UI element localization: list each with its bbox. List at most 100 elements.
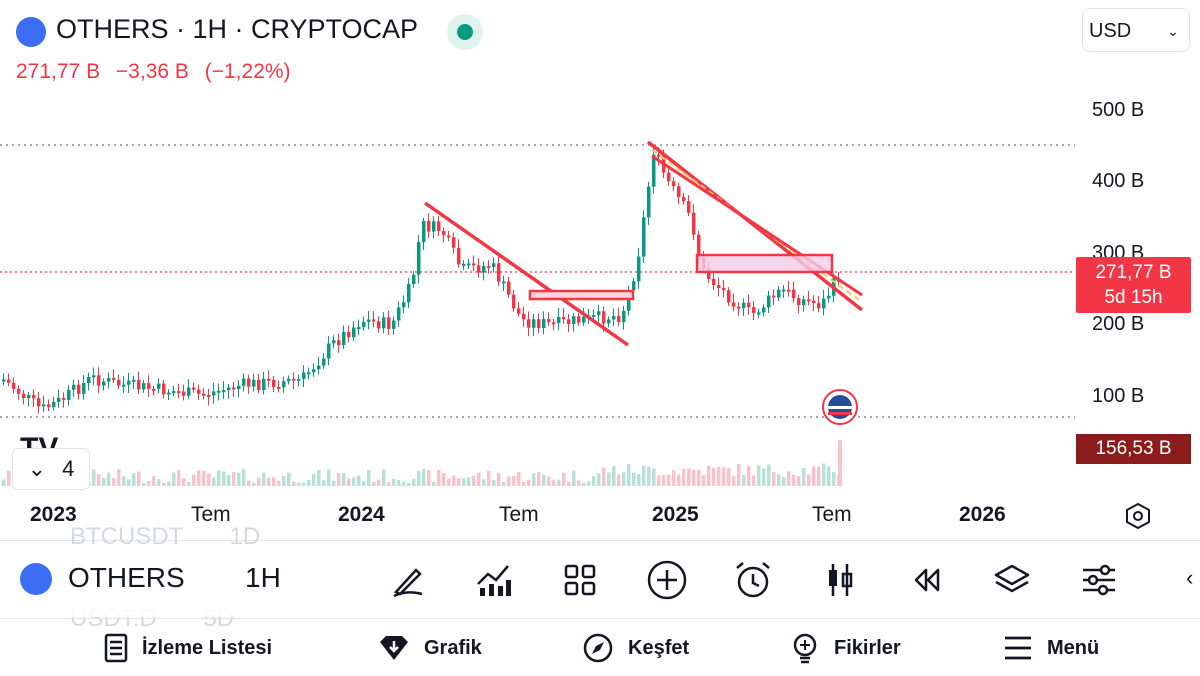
candle-body xyxy=(727,290,731,303)
replay-icon[interactable] xyxy=(904,558,948,602)
candle-body xyxy=(167,392,171,395)
candle-body xyxy=(117,379,121,386)
candle-body xyxy=(572,316,576,325)
volume-bar xyxy=(432,482,436,486)
candle-body xyxy=(682,196,686,202)
candle-body xyxy=(152,388,156,391)
volume-bar xyxy=(232,472,236,486)
nav-ideas[interactable]: Fikirler xyxy=(790,632,901,664)
candles-icon[interactable] xyxy=(818,558,862,602)
candle-body xyxy=(302,372,306,379)
currency-select[interactable]: USD ⌄ xyxy=(1082,8,1190,52)
candle-body xyxy=(327,343,331,359)
candle-body xyxy=(547,319,551,323)
volume-bar xyxy=(292,481,296,486)
nav-chart[interactable]: Grafik xyxy=(378,632,482,664)
toolbar-interval[interactable]: 1H xyxy=(245,562,281,593)
volume-bar xyxy=(772,472,776,486)
volume-bar xyxy=(197,470,201,486)
resistance-zone-2024[interactable] xyxy=(528,289,635,301)
volume-bar xyxy=(152,476,156,486)
volume-bar xyxy=(562,472,566,486)
chart-icon xyxy=(380,636,408,660)
volume-bar xyxy=(272,477,276,486)
candle-body xyxy=(672,181,676,187)
volume-bar xyxy=(107,472,111,486)
candle-body xyxy=(777,289,781,298)
alert-icon[interactable] xyxy=(731,558,775,602)
volume-bar xyxy=(687,468,691,486)
volume-bar xyxy=(607,472,611,486)
nav-explore[interactable]: Keşfet xyxy=(582,632,689,664)
candle-body xyxy=(77,384,81,394)
nav-menu[interactable]: Menü xyxy=(1003,632,1099,664)
market-status-icon[interactable] xyxy=(447,14,483,50)
candle-body xyxy=(607,319,611,324)
candle-body xyxy=(262,378,266,391)
volume-bar xyxy=(572,470,576,486)
candle-body xyxy=(542,319,546,328)
price-chart[interactable]: TV xyxy=(0,90,1075,490)
candle-body xyxy=(137,379,141,390)
volume-bar xyxy=(587,481,591,486)
volume-bar xyxy=(182,477,186,486)
volume-bar xyxy=(427,470,431,486)
candle-body xyxy=(227,387,231,391)
candle-body xyxy=(102,381,106,386)
candle-body xyxy=(602,311,606,324)
volume-bar xyxy=(322,480,326,486)
volume-bar xyxy=(502,482,506,486)
trendline-2025-upper[interactable] xyxy=(646,140,864,312)
candle-body xyxy=(817,303,821,309)
candle-body xyxy=(57,397,61,402)
candle-body xyxy=(97,375,101,386)
layers-icon[interactable] xyxy=(990,558,1034,602)
settings-sliders-icon[interactable] xyxy=(1077,558,1121,602)
candle-body xyxy=(437,221,441,232)
pen-icon[interactable] xyxy=(386,558,430,602)
chart-title[interactable]: OTHERS · 1H · CRYPTOCAP xyxy=(56,14,419,44)
candle-body xyxy=(612,316,616,320)
candle-body xyxy=(277,386,281,389)
candle-body xyxy=(382,317,386,329)
volume-bar xyxy=(407,482,411,486)
volume-bar xyxy=(517,471,521,486)
add-icon[interactable] xyxy=(645,558,689,602)
candle-body xyxy=(92,375,96,378)
candle-body xyxy=(352,327,356,338)
candle-body xyxy=(247,378,251,387)
toolbar-symbol[interactable]: OTHERS xyxy=(68,562,185,593)
volume-bar xyxy=(167,481,171,486)
volume-bar xyxy=(817,466,821,486)
chart-settings-hex-icon[interactable] xyxy=(1124,502,1152,530)
candle-body xyxy=(282,381,286,388)
layout-icon[interactable] xyxy=(558,558,602,602)
candle-body xyxy=(617,316,621,322)
trendline-2024[interactable] xyxy=(423,201,630,347)
volume-bar xyxy=(592,476,596,486)
collapse-indicators-button[interactable]: ⌄ 4 xyxy=(12,448,90,490)
candle-body xyxy=(12,382,16,389)
x-label-2025: 2025 xyxy=(652,503,699,526)
resistance-zone-2025[interactable] xyxy=(695,253,834,274)
x-label-2024: 2024 xyxy=(338,503,385,526)
nav-ideas-label: Fikirler xyxy=(834,636,901,659)
trendline-2025-lower[interactable] xyxy=(651,154,863,297)
candle-body xyxy=(517,308,521,314)
indicators-icon[interactable] xyxy=(472,558,516,602)
chevron-left-icon[interactable]: ‹ xyxy=(1186,565,1194,590)
candle-body xyxy=(267,378,271,381)
price-summary: 271,77 B −3,36 B (−1,22%) xyxy=(16,60,301,84)
candle-body xyxy=(677,186,681,197)
volume-bar xyxy=(267,477,271,486)
volume-bar xyxy=(142,482,146,486)
candle-body xyxy=(122,384,126,387)
volume-bar xyxy=(537,471,541,486)
trendline-2025-mid[interactable] xyxy=(651,149,863,303)
volume-bar xyxy=(172,472,176,486)
volume-bar xyxy=(362,481,366,486)
candle-body xyxy=(142,383,146,390)
candle-body xyxy=(637,256,641,282)
candle-body xyxy=(632,281,636,291)
nav-watchlist[interactable]: İzleme Listesi xyxy=(104,632,272,664)
